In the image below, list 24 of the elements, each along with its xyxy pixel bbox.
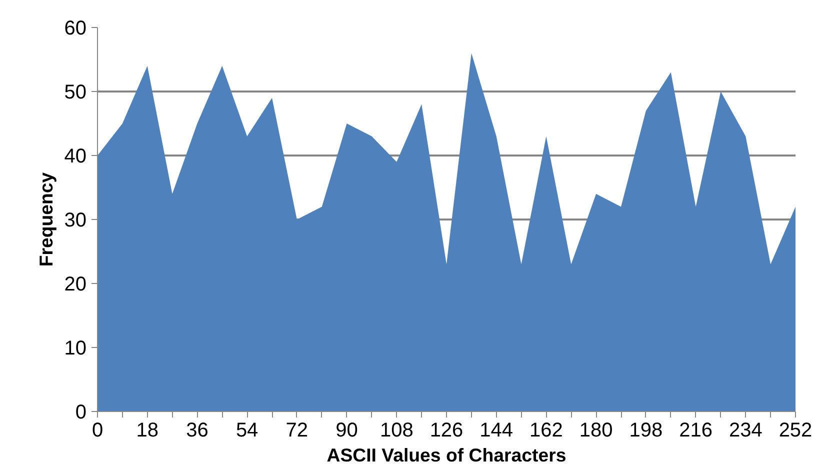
x-tick-label: 198 <box>629 420 663 442</box>
y-tick-label: 40 <box>64 146 87 168</box>
x-tick-label: 126 <box>430 420 464 442</box>
y-tick-label: 20 <box>64 274 87 296</box>
x-tick-label: 234 <box>728 420 762 442</box>
x-tick-label: 180 <box>579 420 613 442</box>
y-axis-title: Frequency <box>35 172 56 267</box>
x-axis-title: ASCII Values of Characters <box>326 444 566 466</box>
x-tick-label: 216 <box>679 420 712 442</box>
x-tick-label: 72 <box>286 420 308 442</box>
y-tick-label: 60 <box>64 18 87 40</box>
x-tick-label: 252 <box>778 420 812 442</box>
x-tick-label: 90 <box>336 420 358 442</box>
x-tick-label: 108 <box>380 420 414 442</box>
y-tick-label: 50 <box>64 82 87 104</box>
y-tick-label: 30 <box>64 210 87 232</box>
x-tick-label: 54 <box>236 420 258 442</box>
x-tick-label: 18 <box>136 420 158 442</box>
y-tick-label: 10 <box>64 338 87 360</box>
x-tick-label: 36 <box>186 420 208 442</box>
x-tick-label: 144 <box>480 420 514 442</box>
x-tick-label: 162 <box>530 420 563 442</box>
y-tick-label: 0 <box>75 402 86 424</box>
x-tick-label: 0 <box>92 420 104 442</box>
